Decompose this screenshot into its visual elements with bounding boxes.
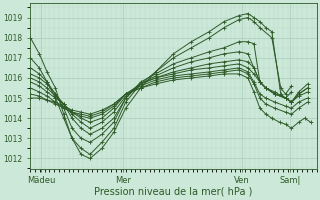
X-axis label: Pression niveau de la mer( hPa ): Pression niveau de la mer( hPa ) xyxy=(94,187,252,197)
